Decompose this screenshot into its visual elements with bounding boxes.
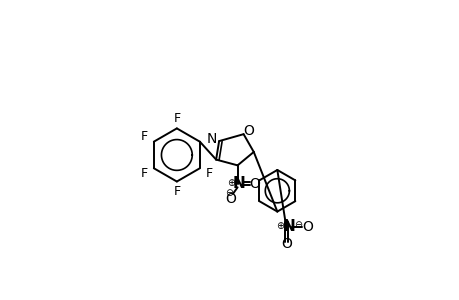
Text: O: O	[225, 192, 235, 206]
Text: F: F	[140, 167, 147, 180]
Text: F: F	[206, 167, 213, 180]
Text: ⊖: ⊖	[294, 220, 302, 230]
Text: F: F	[173, 112, 180, 125]
Text: N: N	[233, 176, 245, 191]
Text: N: N	[282, 219, 295, 234]
Text: N: N	[207, 132, 217, 146]
Text: F: F	[173, 185, 180, 198]
Text: O: O	[301, 220, 312, 234]
Text: ⊖: ⊖	[224, 188, 232, 198]
Text: ⊕: ⊕	[275, 221, 284, 231]
Text: F: F	[140, 130, 147, 143]
Text: O: O	[249, 177, 259, 191]
Text: O: O	[280, 237, 291, 251]
Text: O: O	[243, 124, 253, 138]
Text: ⊕: ⊕	[227, 178, 235, 188]
